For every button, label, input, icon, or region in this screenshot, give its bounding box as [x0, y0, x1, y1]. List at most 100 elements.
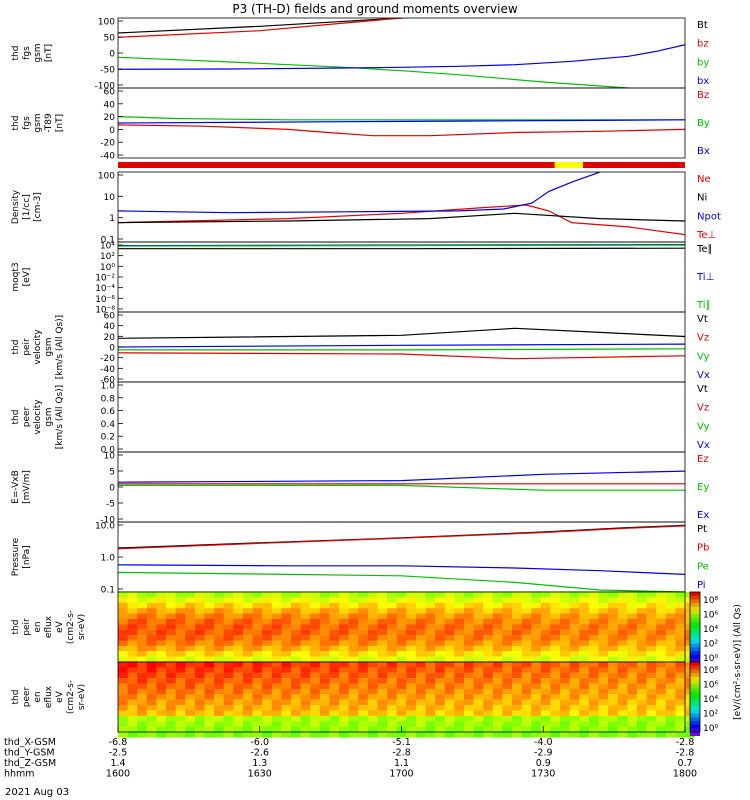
- panel-9-cell: [242, 645, 253, 652]
- panel-9-cell: [608, 635, 619, 641]
- panel-10-cell: [627, 705, 638, 711]
- panel-9-cell: [512, 613, 522, 620]
- panel-9-cell: [396, 592, 407, 598]
- panel-9-cell: [463, 635, 474, 641]
- panel-10-cell: [242, 662, 253, 668]
- panel-10-cell: [300, 715, 311, 722]
- panel-10-cell: [502, 678, 513, 684]
- panel-9-cell: [608, 613, 619, 620]
- panel-10-cell: [185, 710, 196, 716]
- panel-9-cell: [665, 608, 676, 614]
- panel-10-cell: [627, 726, 638, 733]
- panel-9-cell: [492, 629, 503, 636]
- panel-10-cell: [665, 715, 676, 722]
- panel-10-cell: [127, 683, 138, 690]
- panel-3-legend-2: Ni: [697, 193, 707, 204]
- panel-6-ylabel-line: velocity: [33, 399, 43, 435]
- panel-9-cell: [540, 629, 551, 636]
- panel-9-cell: [156, 613, 167, 620]
- panel-10-cell: [271, 694, 282, 700]
- panel-9-cell: [281, 651, 292, 657]
- panel-10-cell: [290, 694, 301, 700]
- panel-10-cell: [194, 662, 205, 668]
- panel-9-cell: [617, 656, 628, 663]
- panel-9-cell: [242, 640, 253, 646]
- panel-9-cell: [118, 651, 128, 657]
- panel-9-cell: [387, 624, 398, 630]
- panel-10-cell: [214, 678, 225, 684]
- panel-10-cell: [339, 705, 349, 711]
- panel-10-cell: [118, 699, 128, 706]
- panel-10-cell: [358, 688, 369, 695]
- panel-10-cell: [319, 732, 330, 738]
- panel-9-cell: [185, 635, 196, 641]
- panel-9-cell: [339, 651, 349, 657]
- panel-9-cell: [118, 624, 128, 630]
- panel-10-cell: [377, 721, 388, 727]
- panel-10-cell: [137, 710, 148, 716]
- panel-10-cell: [560, 710, 571, 716]
- panel-9-cell: [300, 629, 311, 636]
- panel-10-cell: [166, 683, 177, 690]
- panel-10-cell: [444, 715, 455, 722]
- panel-10-cell: [271, 705, 282, 711]
- panel-10-cell: [185, 683, 196, 690]
- panel-10-cell: [598, 688, 609, 695]
- panel-9-cell: [377, 651, 388, 657]
- panel-9-cell: [646, 618, 657, 625]
- panel-10-cell: [617, 672, 628, 679]
- panel-9-cell: [540, 645, 551, 652]
- panel-9-cell: [608, 597, 619, 603]
- panel-9-cell: [367, 629, 378, 636]
- panel-10-cell: [502, 672, 513, 679]
- panel-9-colorbar-step: [690, 632, 700, 637]
- panel-10-cell: [617, 683, 628, 690]
- panel-9-cell: [512, 656, 522, 663]
- panel-10-cell: [608, 683, 619, 690]
- panel-9-cell: [262, 618, 273, 625]
- panel-10-cell: [233, 683, 244, 690]
- panel-9-cell: [454, 635, 465, 641]
- panel-9-cell: [608, 640, 619, 646]
- panel-10-cell: [252, 705, 263, 711]
- panel-9-cell: [665, 651, 676, 657]
- panel-9-cell: [339, 613, 349, 620]
- panel-10-cell: [329, 662, 340, 668]
- panel-9-cell: [406, 656, 417, 663]
- panel-9-cell: [300, 592, 311, 598]
- panel-9-cell: [387, 618, 398, 625]
- panel-9-cell: [156, 592, 167, 598]
- panel-4-series-1: [118, 247, 685, 250]
- panel-9-cell: [492, 618, 503, 625]
- panel-9-cell: [646, 629, 657, 636]
- panel-10-cell: [156, 678, 167, 684]
- panel-9-cell: [665, 592, 676, 598]
- panel-10-cell: [262, 672, 273, 679]
- panel-10-cell: [214, 732, 225, 738]
- panel-10-cell: [560, 683, 571, 690]
- panel-10-cell: [118, 710, 128, 716]
- panel-9-cell: [579, 645, 590, 652]
- panel-10-cell: [194, 683, 205, 690]
- panel-9-cell: [646, 656, 657, 663]
- panel-10-cell: [512, 732, 522, 738]
- panel-9-cell: [204, 597, 215, 603]
- panel-9-cell: [627, 651, 638, 657]
- panel-2-frame: [117, 87, 686, 159]
- panel-10-cell: [444, 683, 455, 690]
- panel-10-cell: [339, 678, 349, 684]
- panel-10-cell: [579, 667, 590, 673]
- panel-9-cell: [636, 613, 647, 620]
- panel-10-cell: [137, 662, 148, 668]
- panel-10-cell: [233, 688, 244, 695]
- panel-8-ytick-label: 0.1: [101, 586, 115, 596]
- panel-10-cell: [348, 710, 359, 716]
- panel-9-cell: [118, 645, 128, 652]
- panel-10-colorbar-step: [690, 720, 700, 725]
- panel-9-cell: [579, 635, 590, 641]
- panel-9-cell: [665, 597, 676, 603]
- panel-9-cell: [463, 629, 474, 636]
- panel-10-cell: [646, 672, 657, 679]
- panel-10-cell: [636, 683, 647, 690]
- panel-10-cell: [521, 705, 532, 711]
